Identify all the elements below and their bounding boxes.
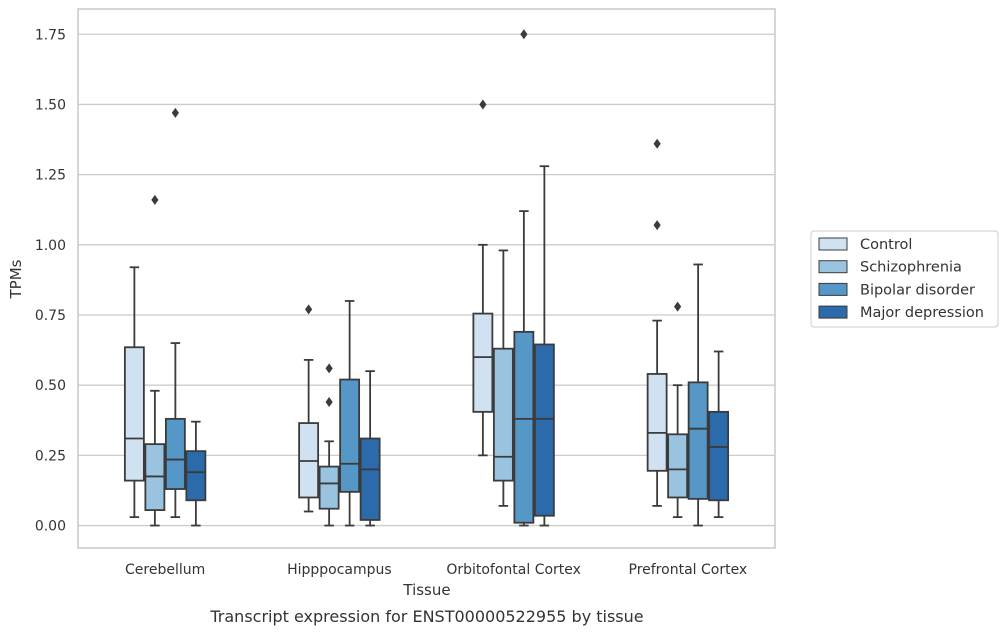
- legend-swatch: [818, 237, 848, 251]
- box-iqr: [318, 465, 340, 510]
- y-tick-label: 0.50: [35, 378, 66, 394]
- outlier-point: [653, 138, 661, 149]
- legend-label: Control: [860, 237, 912, 253]
- box-control-hipppocampus: [298, 304, 320, 513]
- box-iqr: [667, 433, 689, 499]
- outlier-point: [325, 363, 333, 374]
- box-control-cerebellum: [123, 266, 145, 519]
- chart-caption: Transcript expression for ENST0000052295…: [209, 607, 643, 626]
- box-iqr: [646, 373, 668, 472]
- box-iqr: [708, 410, 730, 502]
- x-tick-label: Orbitofontal Cortex: [446, 562, 581, 578]
- box-control-prefrontal-cortex: [646, 138, 668, 507]
- box-iqr: [339, 378, 361, 493]
- box-iqr: [185, 450, 207, 502]
- y-tick-label: 1.00: [35, 238, 66, 254]
- box-schizophrenia-hipppocampus: [318, 363, 340, 527]
- box-schizophrenia-prefrontal-cortex: [667, 301, 689, 519]
- y-tick-label: 0.75: [35, 308, 66, 324]
- box-schizophrenia-orbitofontal-cortex: [492, 249, 514, 507]
- outlier-point: [171, 107, 179, 118]
- plot-frame: [77, 8, 776, 549]
- y-tick-labels: 0.00 0.25 0.50 0.75 1.00 1.25 1.50 1.75: [35, 27, 66, 534]
- x-tick-label: Cerebellum: [125, 562, 205, 578]
- box-iqr: [513, 330, 535, 524]
- box-major-depression-cerebellum: [185, 420, 207, 527]
- legend-swatch: [818, 260, 848, 274]
- x-tick-label: Prefrontal Cortex: [629, 562, 748, 578]
- outlier-point: [674, 301, 682, 312]
- outlier-point: [653, 220, 661, 231]
- outlier-point: [325, 397, 333, 408]
- legend: Control Schizophrenia Bipolar disorder Majo…: [810, 230, 999, 328]
- y-tick-label: 1.25: [35, 168, 66, 184]
- outlier-point: [520, 29, 528, 40]
- box-major-depression-hipppocampus: [359, 370, 381, 527]
- legend-swatch: [818, 305, 848, 319]
- box-control-orbitofontal-cortex: [472, 99, 494, 457]
- box-iqr: [359, 437, 381, 521]
- box-bipolar-disorder-orbitofontal-cortex: [513, 29, 535, 527]
- y-tick-label: 0.25: [35, 448, 66, 464]
- box-schizophrenia-cerebellum: [144, 194, 166, 527]
- outlier-point: [479, 99, 487, 110]
- y-tick-label: 0.00: [35, 519, 66, 535]
- box-major-depression-orbitofontal-cortex: [533, 165, 555, 527]
- box-bipolar-disorder-hipppocampus: [339, 300, 361, 527]
- box-major-depression-prefrontal-cortex: [708, 350, 730, 519]
- box-bipolar-disorder-prefrontal-cortex: [687, 263, 709, 527]
- boxes: [123, 29, 730, 527]
- legend-label: Major depression: [860, 305, 984, 321]
- box-iqr: [492, 347, 514, 482]
- y-tick-label: 1.50: [35, 97, 66, 113]
- legend-label: Schizophrenia: [860, 260, 962, 276]
- box-iqr: [533, 343, 555, 517]
- y-tick-label: 1.75: [35, 27, 66, 43]
- outlier-point: [151, 194, 159, 205]
- outlier-point: [305, 304, 313, 315]
- box-bipolar-disorder-cerebellum: [164, 107, 186, 519]
- x-tick-label: Hipppocampus: [287, 562, 392, 578]
- box-iqr: [123, 346, 145, 482]
- legend-swatch: [818, 282, 848, 296]
- x-axis-label: Tissue: [402, 581, 450, 599]
- box-iqr: [687, 381, 709, 500]
- box-iqr: [472, 312, 494, 413]
- box-iqr: [164, 417, 186, 490]
- x-tick-labels: Cerebellum Hipppocampus Orbitofontal Corte…: [125, 562, 747, 578]
- legend-frame: [810, 230, 999, 328]
- legend-label: Bipolar disorder: [860, 282, 975, 298]
- y-axis-label: TPMs: [7, 259, 25, 299]
